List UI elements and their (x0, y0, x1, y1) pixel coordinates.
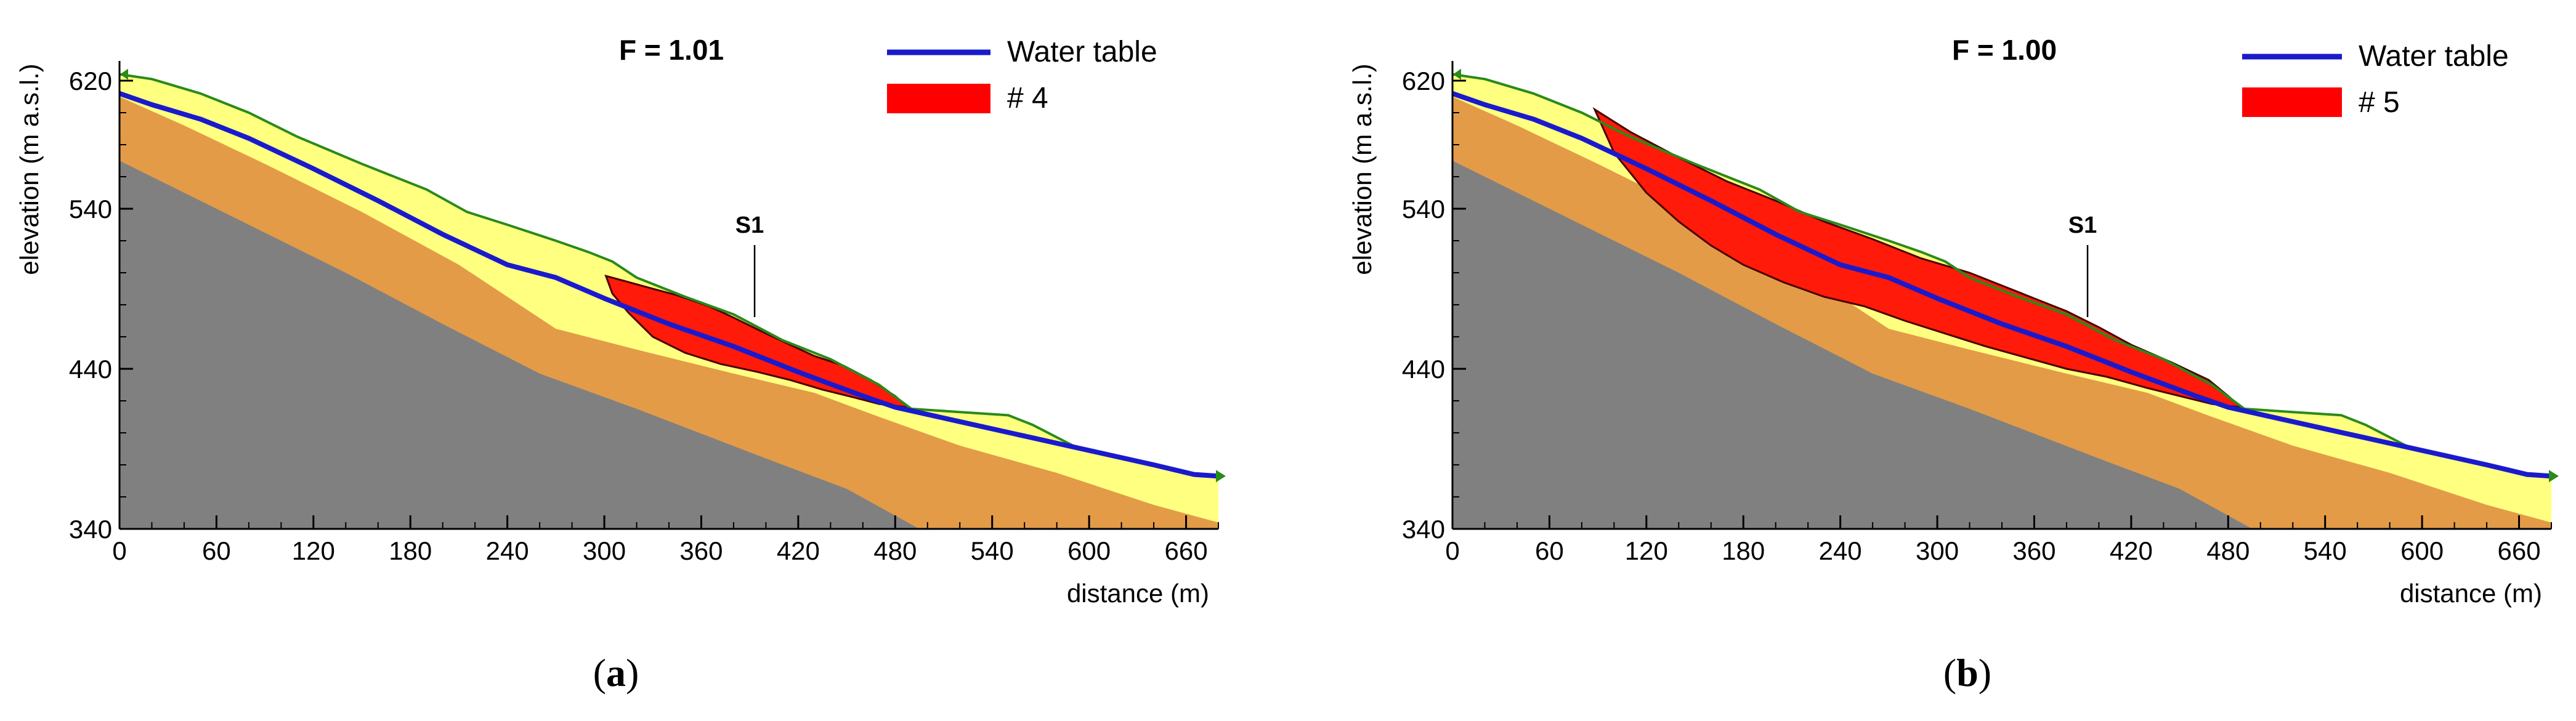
bedrock-layer (119, 161, 920, 529)
x-tick-label: 0 (1445, 536, 1459, 565)
legend-water-table-label: Water table (1007, 36, 1157, 68)
caption-open-paren: ( (1943, 651, 1956, 695)
ground-surface-line (119, 73, 1218, 478)
x-tick-label: 360 (679, 536, 723, 565)
right-boundary-marker (2549, 470, 2559, 483)
y-tick-label: 440 (1402, 355, 1445, 384)
x-tick-label: 120 (1625, 536, 1668, 565)
water-table-line (1451, 91, 2552, 479)
caption-close-paren: ) (626, 651, 639, 695)
factor-of-safety-label: F = 1.00 (1952, 34, 2057, 66)
y-tick-label: 340 (1402, 515, 1445, 544)
x-axis-title: distance (m) (2400, 579, 2542, 608)
y-tick-label: 620 (1402, 66, 1445, 95)
section-label: S1 (735, 212, 764, 238)
y-tick-label: 440 (69, 355, 112, 384)
legend-water-table-label: Water table (2359, 40, 2509, 73)
legend-slip-surface-swatch (887, 84, 990, 113)
x-tick-label: 180 (1722, 536, 1765, 565)
x-tick-label: 300 (583, 536, 626, 565)
right-boundary-marker (1216, 470, 1226, 483)
left-boundary-marker (1453, 68, 1461, 80)
y-axis-title: elevation (m a.s.l.) (15, 63, 44, 275)
ground-surface-line (1452, 73, 2551, 478)
x-tick-label: 300 (1916, 536, 1959, 565)
plot-area: 340 440 540 620 0 60 120 180 240 300 360 420 480 540 6… (69, 61, 1226, 565)
x-tick-label: 480 (873, 536, 917, 565)
x-tick-label: 480 (2206, 536, 2250, 565)
plot-area: 340 440 540 620 0 60 120 180 240 300 360 420 480 540 6… (1402, 61, 2559, 565)
y-axis-title: elevation (m a.s.l.) (1348, 63, 1377, 275)
x-tick-label: 660 (1164, 536, 1207, 565)
x-tick-label: 660 (2497, 536, 2540, 565)
caption-close-paren: ) (1979, 651, 1991, 695)
caption-letter: a (606, 651, 626, 695)
x-tick-label: 240 (1819, 536, 1862, 565)
x-tick-label: 120 (292, 536, 335, 565)
y-tick-label: 540 (69, 195, 112, 224)
bedrock-layer (1452, 161, 2253, 529)
legend-slip-surface-swatch (2242, 87, 2342, 117)
panel-b: 340 440 540 620 0 60 120 180 240 300 360 420 480 540 6… (1348, 34, 2559, 695)
x-axis-title: distance (m) (1067, 579, 1209, 608)
x-tick-label: 180 (389, 536, 432, 565)
x-tick-label: 600 (2400, 536, 2444, 565)
y-tick-label: 620 (69, 66, 112, 95)
x-tick-label: 540 (971, 536, 1014, 565)
legend-slip-surface-label: # 4 (1007, 82, 1048, 115)
caption-letter: b (1956, 651, 1979, 695)
x-tick-label: 420 (777, 536, 820, 565)
panel-a: 340 440 540 620 0 60 120 180 240 300 360 420 480 540 6… (15, 34, 1226, 695)
water-table-line (118, 91, 1219, 479)
section-label: S1 (2068, 212, 2097, 238)
x-tick-label: 540 (2304, 536, 2347, 565)
x-tick-label: 240 (486, 536, 529, 565)
left-boundary-marker (120, 68, 128, 80)
x-tick-label: 60 (1535, 536, 1564, 565)
x-tick-label: 0 (112, 536, 126, 565)
x-tick-label: 360 (2012, 536, 2056, 565)
y-tick-label: 340 (69, 515, 112, 544)
x-tick-label: 600 (1067, 536, 1111, 565)
panel-caption: (a) (593, 651, 639, 695)
panel-caption: (b) (1943, 651, 1991, 695)
x-tick-label: 60 (202, 536, 231, 565)
caption-open-paren: ( (593, 651, 606, 695)
factor-of-safety-label: F = 1.01 (619, 34, 724, 66)
legend-slip-surface-label: # 5 (2359, 86, 2400, 119)
y-tick-label: 540 (1402, 195, 1445, 224)
x-tick-label: 420 (2110, 536, 2153, 565)
